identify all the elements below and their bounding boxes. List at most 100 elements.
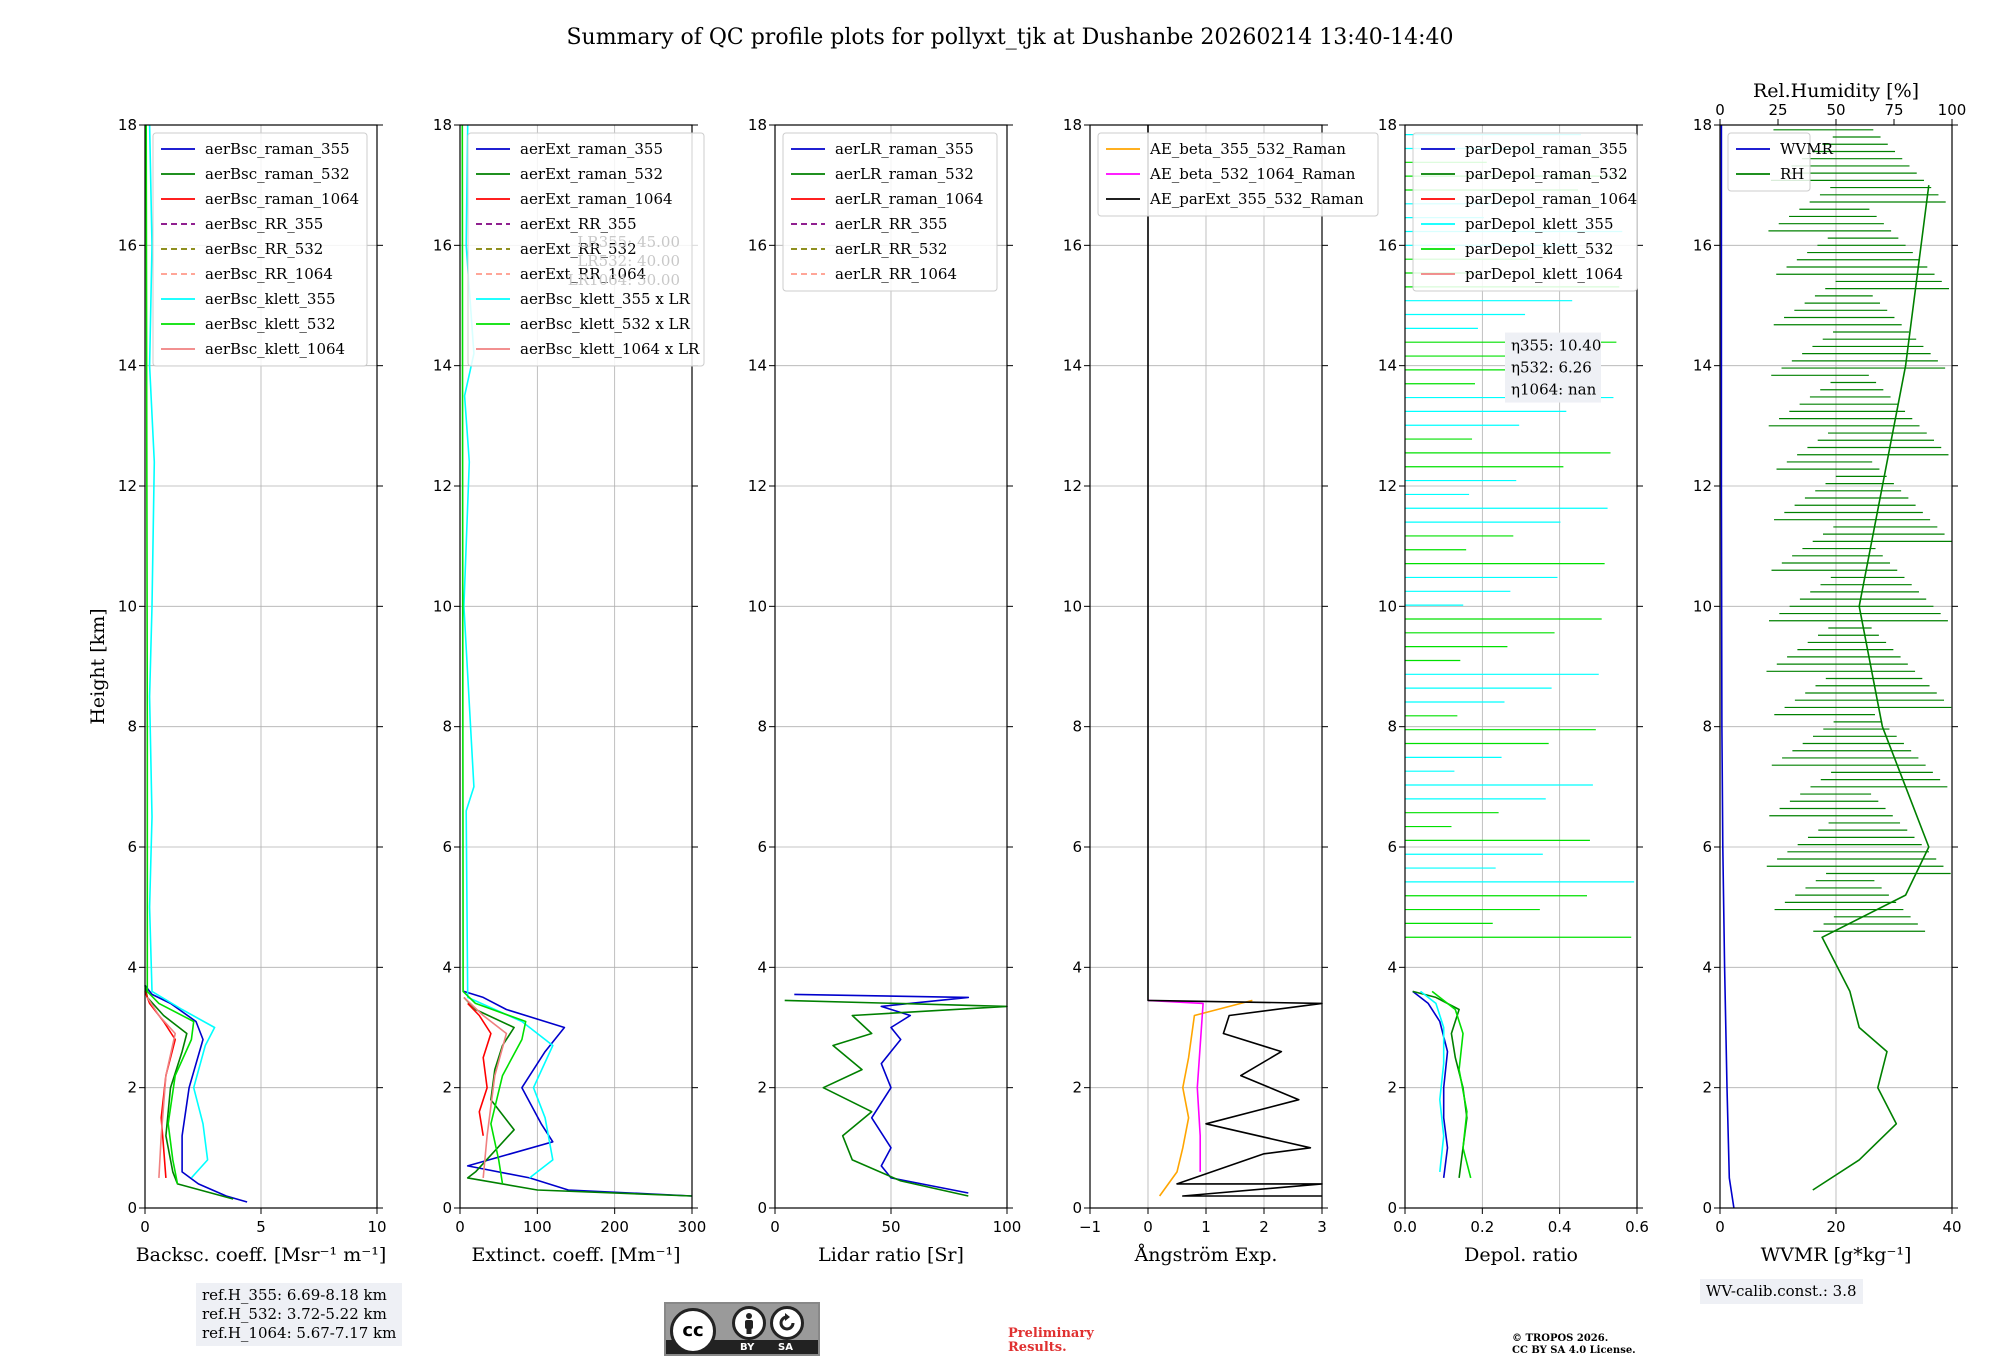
x-tick-label: 40 xyxy=(1942,1218,1961,1236)
legend-label: aerLR_RR_1064 xyxy=(835,265,957,283)
x-tick-label: 0 xyxy=(1715,1218,1725,1236)
x-axis-label: WVMR [g*kg⁻¹] xyxy=(1761,1244,1912,1266)
y-tick-label: 6 xyxy=(1387,838,1397,856)
copyright-line-2: CC BY SA 4.0 License. xyxy=(1512,1345,1636,1356)
y-tick-label: 8 xyxy=(442,718,452,736)
panel-frame xyxy=(1404,124,1638,1209)
y-tick-label: 14 xyxy=(118,357,137,375)
x2-axis-label: Rel.Humidity [%] xyxy=(1753,80,1919,102)
y-tick-label: 18 xyxy=(118,116,137,134)
eta-annotation: η1064: nan xyxy=(1511,381,1597,399)
x-tick-label: 0 xyxy=(455,1218,465,1236)
series-parDepol_raman_355 xyxy=(1412,990,1449,1179)
legend-label: parDepol_klett_532 xyxy=(1465,240,1614,258)
legend-label: aerBsc_RR_355 xyxy=(205,215,323,233)
y-tick-label: 4 xyxy=(1702,958,1712,976)
legend-label: parDepol_raman_355 xyxy=(1465,140,1628,158)
legend-label: aerBsc_raman_355 xyxy=(205,140,350,158)
series-aerExt_raman_355 xyxy=(463,990,693,1197)
y-tick-label: 0 xyxy=(127,1199,137,1217)
series-aerBsc_klett_1064 xyxy=(146,996,176,1178)
y-tick-label: 4 xyxy=(757,958,767,976)
legend-label: AE_parExt_355_532_Raman xyxy=(1149,190,1364,208)
y-tick-label: 0 xyxy=(1387,1199,1397,1217)
x-tick-label: 10 xyxy=(367,1218,386,1236)
y-tick-label: 0 xyxy=(1072,1199,1082,1217)
legend-label: WVMR xyxy=(1780,140,1834,158)
legend-label: aerBsc_klett_1064 x LR xyxy=(520,340,700,358)
x-tick-label: 100 xyxy=(993,1218,1022,1236)
y-tick-label: 2 xyxy=(442,1079,452,1097)
y-tick-label: 12 xyxy=(1063,477,1082,495)
series-AE_beta_355_532_Raman xyxy=(1158,999,1253,1197)
y-tick-label: 16 xyxy=(748,236,767,254)
series-aerBsc_raman_532 xyxy=(144,985,234,1200)
by-label: BY xyxy=(740,1342,755,1353)
y-tick-label: 8 xyxy=(757,718,767,736)
lr-annotation: LR1064: 50.00 xyxy=(568,271,680,289)
legend-label: aerBsc_klett_532 xyxy=(205,315,336,333)
x-tick-label: 200 xyxy=(600,1218,629,1236)
x-tick-label: 0.6 xyxy=(1625,1218,1649,1236)
legend-label: aerExt_RR_1064 xyxy=(520,265,646,283)
x2-tick-label: 0 xyxy=(1715,101,1725,119)
refh-355: ref.H_355: 6.69-8.18 km xyxy=(202,1286,387,1304)
figure-title: Summary of QC profile plots for pollyxt_… xyxy=(566,25,1453,50)
legend-label: aerLR_raman_355 xyxy=(835,140,974,158)
x-axis-label: Lidar ratio [Sr] xyxy=(818,1244,964,1266)
x-tick-label: 50 xyxy=(881,1218,900,1236)
x2-tick-label: 50 xyxy=(1826,101,1845,119)
refh-532: ref.H_532: 3.72-5.22 km xyxy=(202,1305,387,1323)
y-tick-label: 0 xyxy=(1702,1199,1712,1217)
legend-label: aerLR_RR_532 xyxy=(835,240,947,258)
legend-label: parDepol_raman_1064 xyxy=(1465,190,1637,208)
y-tick-label: 0 xyxy=(757,1199,767,1217)
cc-license-badge: cc BY SA xyxy=(664,1302,820,1356)
y-tick-label: 8 xyxy=(127,718,137,736)
legend-label: RH xyxy=(1780,165,1804,183)
legend-frame xyxy=(467,132,705,367)
legend: aerBsc_raman_355 aerBsc_raman_532 aerBsc_r… xyxy=(152,132,368,367)
y-tick-label: 2 xyxy=(1072,1079,1082,1097)
legend-frame xyxy=(152,132,368,367)
panel-frame xyxy=(459,124,693,1209)
x2-tick-label: 75 xyxy=(1884,101,1903,119)
series-parDepol_klett_532 xyxy=(1431,990,1472,1179)
y-tick-label: 16 xyxy=(1378,236,1397,254)
legend-label: aerBsc_klett_1064 xyxy=(205,340,345,358)
legend-label: aerBsc_RR_532 xyxy=(205,240,323,258)
y-tick-label: 10 xyxy=(118,597,137,615)
eta-box xyxy=(1505,332,1601,403)
y-tick-label: 10 xyxy=(748,597,767,615)
refh-box: ref.H_355: 6.69-8.18 km ref.H_532: 3.72-… xyxy=(196,1283,403,1346)
series-aerBsc_raman_355 xyxy=(144,984,248,1203)
legend-label: aerBsc_raman_1064 xyxy=(205,190,359,208)
legend-label: aerLR_RR_355 xyxy=(835,215,947,233)
x-axis-label: Extinct. coeff. [Mm⁻¹] xyxy=(471,1244,680,1266)
legend-label: AE_beta_532_1064_Raman xyxy=(1149,165,1356,183)
x-tick-label: 3 xyxy=(1317,1218,1327,1236)
eta-annotation: η355: 10.40 xyxy=(1511,337,1601,355)
series-aerBsc_klett_1064 x LR xyxy=(463,996,508,1178)
legend-label: AE_beta_355_532_Raman xyxy=(1149,140,1346,158)
y-tick-label: 2 xyxy=(127,1079,137,1097)
x2-tick-label: 25 xyxy=(1768,101,1787,119)
legend-label: aerExt_RR_355 xyxy=(520,215,637,233)
y-tick-label: 12 xyxy=(748,477,767,495)
x-tick-label: 0 xyxy=(770,1218,780,1236)
x-tick-label: 20 xyxy=(1826,1218,1845,1236)
y-tick-label: 14 xyxy=(1378,357,1397,375)
x-tick-label: −1 xyxy=(1079,1218,1101,1236)
y-tick-label: 6 xyxy=(1702,838,1712,856)
cc-icon: cc xyxy=(670,1308,716,1354)
y-tick-label: 2 xyxy=(757,1079,767,1097)
series-AE_beta_532_1064_Raman xyxy=(1147,999,1204,1172)
x-tick-label: 0.2 xyxy=(1470,1218,1494,1236)
y-tick-label: 14 xyxy=(1693,357,1712,375)
y-tick-label: 6 xyxy=(442,838,452,856)
x-axis-label: Ångström Exp. xyxy=(1134,1244,1278,1266)
y-tick-label: 6 xyxy=(757,838,767,856)
series-aerBsc_klett_532 xyxy=(145,124,195,1185)
legend-frame xyxy=(1727,132,1811,192)
